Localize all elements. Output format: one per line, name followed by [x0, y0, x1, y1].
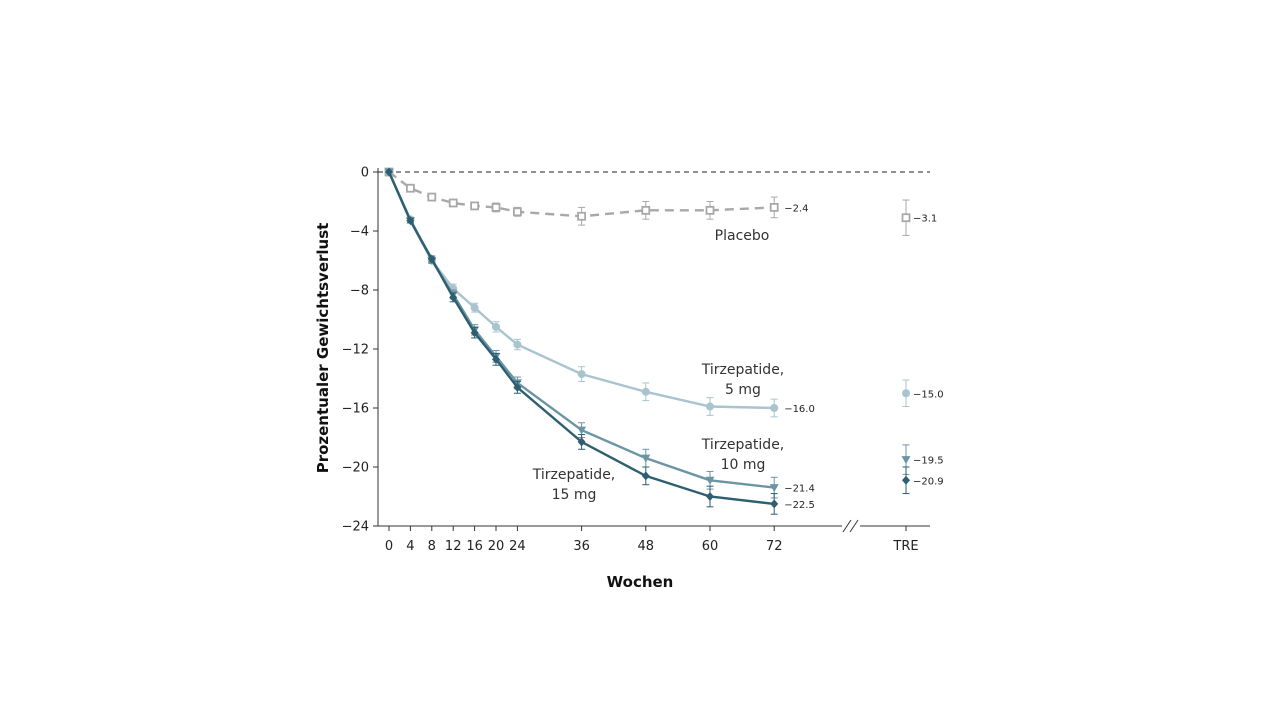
- data-point: [706, 402, 714, 411]
- y-tick-label: −20: [342, 461, 369, 476]
- data-point: [705, 476, 715, 485]
- series-tirzepatide-10-mg: [384, 168, 911, 499]
- data-point: [770, 499, 779, 509]
- x-tick-label: 60: [702, 539, 719, 554]
- data-point: [470, 201, 480, 211]
- data-point: [641, 205, 651, 215]
- y-tick-label: −24: [342, 520, 369, 535]
- data-point: [705, 205, 715, 215]
- data-point: [406, 216, 415, 226]
- data-point: [577, 426, 587, 435]
- data-point: [427, 254, 436, 264]
- y-axis-title: Prozentualer Gewichtsverlust: [314, 223, 332, 474]
- series-line: [388, 171, 775, 218]
- y-tick-label: −16: [342, 402, 369, 417]
- axis-break-mark: [842, 519, 852, 533]
- data-point: [641, 387, 650, 396]
- data-point: [577, 370, 586, 379]
- x-tick-label: 36: [573, 539, 590, 554]
- series-tirzepatide-15-mg: [385, 167, 910, 515]
- data-point: [577, 211, 586, 221]
- axis-break-mark: [849, 519, 859, 533]
- x-tick-label: 4: [406, 539, 414, 554]
- series-label: Tirzepatide,: [532, 467, 616, 483]
- data-point: [706, 492, 714, 501]
- tre-data-point: [901, 456, 911, 465]
- x-tick-label: 24: [509, 539, 526, 554]
- x-tick-label: 16: [466, 539, 483, 554]
- data-point: [449, 292, 458, 302]
- series-label: 5 mg: [725, 382, 761, 398]
- tre-data-point: [902, 389, 910, 398]
- data-point: [492, 354, 500, 364]
- x-tick-label: 8: [428, 539, 436, 554]
- series-placebo: [384, 167, 911, 236]
- series-label: 15 mg: [552, 487, 597, 503]
- data-point: [385, 167, 393, 177]
- data-point: [513, 382, 522, 392]
- data-point: [513, 207, 522, 217]
- y-tick-label: −12: [342, 343, 369, 358]
- chart-series: [384, 167, 911, 515]
- x-axis-title: Wochen: [607, 573, 674, 591]
- data-point: [491, 202, 501, 212]
- end-value-label: −22.5: [784, 500, 815, 511]
- tre-value-label: −15.0: [913, 389, 944, 400]
- series-label: Tirzepatide,: [701, 362, 785, 378]
- data-point: [405, 183, 415, 193]
- x-tick-label-tre: TRE: [892, 539, 918, 554]
- data-point: [492, 322, 500, 331]
- tre-value-label: −20.9: [913, 476, 944, 487]
- x-tick-label: 12: [445, 539, 462, 554]
- tre-value-label: −19.5: [913, 456, 944, 467]
- series-label: Tirzepatide,: [701, 437, 785, 453]
- data-point: [513, 340, 522, 349]
- chart-axes: 0−4−8−12−16−20−240 4 8 12 16 20 24 36 48 60 72 TRE: [342, 166, 930, 554]
- data-point: [470, 303, 479, 312]
- x-tick-label: 48: [638, 539, 655, 554]
- end-value-label: −21.4: [784, 484, 815, 495]
- data-point: [448, 198, 458, 208]
- series-label: 10 mg: [721, 457, 766, 473]
- series-label: Placebo: [715, 228, 770, 244]
- end-value-label: −2.4: [784, 203, 808, 214]
- tre-data-point: [901, 213, 911, 223]
- data-point: [769, 484, 779, 493]
- end-value-label: −16.0: [784, 404, 815, 415]
- y-tick-label: 0: [361, 166, 369, 181]
- data-point: [641, 471, 650, 481]
- x-tick-label: 0: [385, 539, 393, 554]
- tre-value-label: −3.1: [913, 214, 937, 225]
- y-tick-label: −8: [350, 284, 369, 299]
- x-tick-label: 20: [488, 539, 505, 554]
- data-point: [769, 202, 779, 212]
- data-point: [770, 404, 779, 412]
- tre-data-point: [902, 475, 910, 485]
- chart-labels: −2.4 −3.1 Placebo −16.0 −15.0 Tirzepatide, 5 m…: [532, 203, 944, 510]
- data-point: [577, 437, 586, 447]
- data-point: [641, 454, 651, 463]
- x-tick-label: 72: [766, 539, 783, 554]
- data-point: [427, 192, 437, 202]
- data-point: [470, 328, 479, 338]
- y-tick-label: −4: [350, 225, 369, 240]
